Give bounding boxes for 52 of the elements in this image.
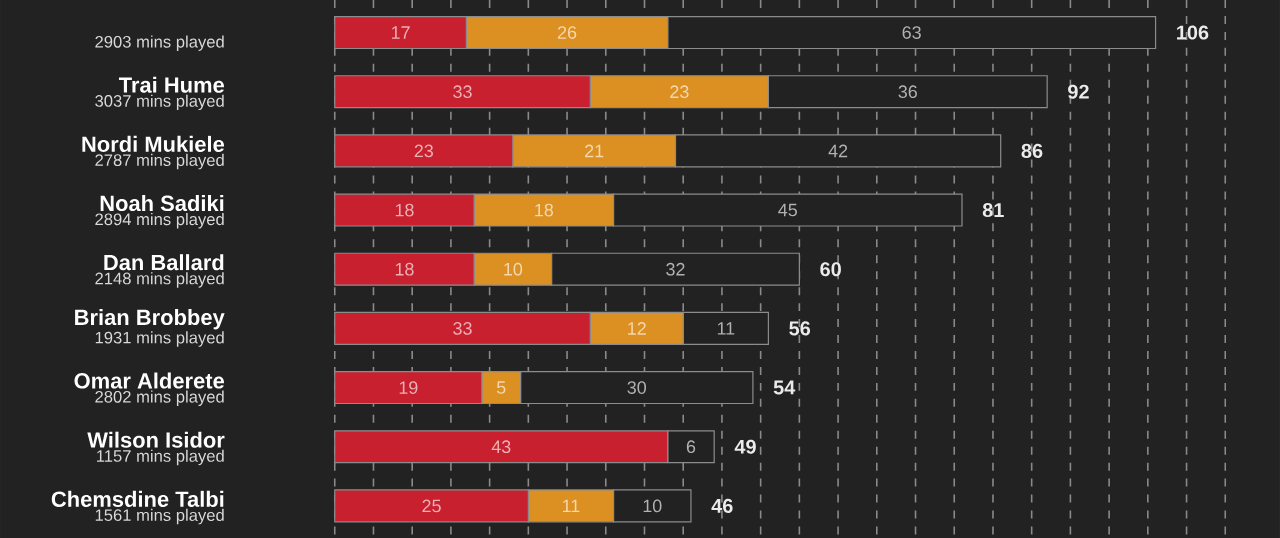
total-label: 56	[789, 321, 811, 336]
data-label: 17	[391, 26, 410, 39]
total-label: 81	[982, 202, 1004, 217]
y-tick-label: Nordi Mukiele	[82, 135, 225, 152]
text: 3037 mins played	[95, 94, 224, 110]
data-label: 10	[643, 499, 662, 513]
data-label: 18	[535, 203, 554, 217]
y-tick-label: Chemsdine Talbi	[51, 490, 224, 507]
data-label: 6	[686, 440, 696, 453]
total-label: 106	[1177, 25, 1209, 40]
data-label: 19	[399, 380, 418, 394]
total-label: 49	[734, 439, 756, 454]
data-label: 11	[562, 499, 580, 512]
text: 2787 mins played	[95, 153, 224, 170]
total-label: 60	[820, 261, 841, 277]
data-label: 11	[717, 322, 735, 335]
data-label: 10	[504, 262, 523, 276]
data-label: 33	[453, 321, 472, 335]
text: 1931 mins played	[95, 331, 224, 347]
text: 2903 mins played	[95, 35, 224, 51]
data-label: 30	[627, 380, 647, 394]
y-tick-label: Wilson Isidor	[87, 431, 225, 448]
y-tick-label: Dan Ballard	[104, 253, 224, 271]
data-label: 12	[628, 321, 646, 335]
data-label: 26	[557, 25, 577, 39]
total-label: 86	[1021, 143, 1043, 158]
data-label: 18	[395, 203, 414, 217]
data-label: 25	[422, 499, 441, 513]
y-tick-label: Noah Sadiki	[100, 194, 224, 211]
y-tick-label: Omar Alderete	[74, 372, 225, 389]
data-label: 21	[585, 144, 604, 157]
text: 1157 mins played	[97, 449, 224, 465]
data-label: 5	[496, 381, 506, 394]
text: 1561 mins played	[95, 508, 224, 525]
text: 2802 mins played	[95, 390, 224, 406]
data-label: 43	[491, 440, 511, 453]
total-label: 46	[711, 498, 733, 513]
data-label: 42	[828, 144, 848, 157]
data-label: 32	[666, 262, 685, 276]
data-label: 45	[778, 203, 797, 217]
data-label: 23	[670, 85, 689, 98]
data-label: 33	[453, 85, 472, 98]
y-tick-label: Brian Brobbey	[75, 308, 225, 330]
y-tick-label: Trai Hume	[118, 76, 225, 93]
data-label: 36	[898, 85, 917, 98]
total-label: 92	[1068, 84, 1089, 99]
text: 2148 mins played	[95, 271, 224, 288]
data-label: 63	[902, 25, 921, 39]
data-label: 23	[414, 144, 433, 158]
total-label: 54	[773, 380, 796, 395]
text: 2894 mins played	[95, 212, 224, 229]
data-label: 18	[395, 262, 414, 276]
